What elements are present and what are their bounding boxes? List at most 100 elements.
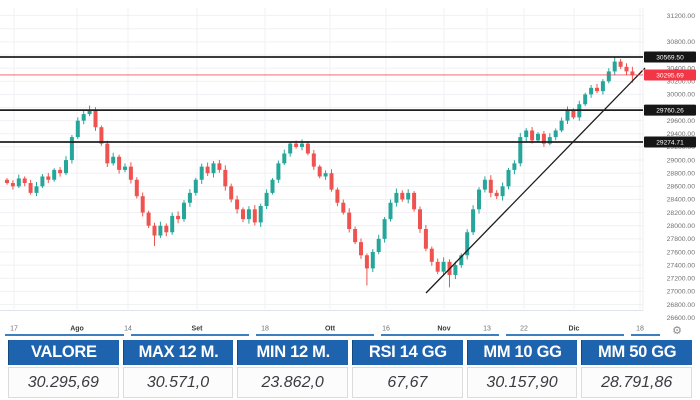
price-axis-label: 29000.00	[667, 157, 696, 164]
candle-body	[294, 143, 299, 147]
stat-column-rsi: RSI 14 GG 67,67	[352, 340, 463, 398]
candle-body	[99, 127, 104, 144]
price-level-tag-label: 29760.26	[656, 108, 684, 115]
candle-body	[182, 202, 186, 220]
stat-header: MM 10 GG	[466, 340, 578, 365]
time-axis-label: 18	[261, 326, 269, 333]
candle-body	[193, 179, 198, 193]
candle-body	[500, 186, 505, 197]
candle-body	[140, 196, 145, 213]
candle-body	[152, 225, 157, 236]
candle-body	[406, 192, 411, 200]
candle-body	[353, 228, 358, 243]
candle-body	[305, 143, 310, 154]
candle-body	[164, 225, 169, 233]
candle-body	[323, 173, 328, 177]
price-axis-label: 27000.00	[667, 289, 696, 296]
candle-body	[394, 192, 399, 203]
candle-body	[81, 114, 86, 121]
stat-value: 30.571,0	[122, 367, 234, 398]
candle-body	[524, 130, 529, 138]
candle-body	[241, 209, 245, 220]
price-axis-label: 28000.00	[667, 223, 696, 230]
candle-body	[258, 206, 263, 223]
candle-body	[229, 186, 234, 200]
candle-body	[87, 110, 92, 115]
candle-body	[264, 192, 269, 207]
candle-body	[176, 215, 181, 220]
candle-body	[630, 71, 635, 75]
time-axis-label: 13	[483, 326, 491, 333]
candle-body	[465, 232, 470, 256]
candle-body	[518, 137, 523, 164]
candle-body	[376, 238, 381, 252]
candle-body	[370, 251, 375, 269]
nav-bar-segment[interactable]	[5, 334, 124, 336]
stat-header: MM 50 GG	[581, 340, 693, 365]
price-chart-svg[interactable]: 26600.00 26800.00 27000.00 27200.00 27400.00…	[0, 0, 700, 336]
trendline[interactable]	[425, 67, 646, 294]
candle-body	[282, 153, 287, 164]
price-axis-label: 30400.00	[667, 65, 696, 72]
candle-body	[10, 183, 15, 187]
stat-value: 28.791,86	[581, 367, 693, 398]
time-axis-label: Ago	[70, 326, 84, 333]
last-price-tag	[644, 69, 696, 81]
candle-body	[477, 189, 481, 210]
stat-value: 30.157,90	[466, 367, 578, 398]
candle-body	[471, 209, 476, 233]
stat-column-min12m: MIN 12 M. 23.862,0	[237, 340, 349, 398]
candle-body	[223, 169, 228, 187]
nav-bar-segment[interactable]	[131, 334, 249, 336]
candle-body	[559, 120, 564, 131]
candle-body	[34, 186, 39, 193]
candle-body	[317, 166, 322, 177]
candle-body	[459, 255, 464, 266]
candle-body	[541, 133, 546, 144]
nav-bar-segment[interactable]	[256, 334, 374, 336]
candle-body	[506, 169, 511, 187]
candle-body	[412, 192, 417, 210]
candle-body	[270, 179, 275, 193]
candle-body	[600, 81, 605, 92]
price-axis-label: 30800.00	[667, 39, 696, 46]
candle-body	[482, 179, 487, 190]
candle-body	[341, 202, 346, 213]
candle-body	[199, 166, 204, 180]
nav-bar-segment[interactable]	[381, 334, 499, 336]
stat-value: 23.862,0	[237, 367, 349, 398]
candle-body	[252, 209, 257, 223]
candle-body	[28, 183, 33, 193]
time-axis-label: Ott	[325, 326, 336, 333]
candle-body	[423, 228, 428, 249]
candle-body	[388, 202, 393, 220]
candle-body	[93, 110, 98, 128]
stat-header: VALORE	[8, 340, 119, 365]
candle-body	[429, 248, 434, 262]
price-axis-label: 28800.00	[667, 170, 696, 177]
candle-body	[512, 163, 517, 170]
candle-body	[347, 212, 352, 229]
candle-body	[494, 192, 499, 197]
candle-body	[276, 163, 281, 180]
candle-body	[618, 61, 623, 67]
price-axis-label: 28600.00	[667, 184, 696, 191]
candle-body	[170, 215, 175, 233]
candle-body	[58, 169, 63, 174]
price-axis-label: 27600.00	[667, 249, 696, 256]
price-axis-label: 26800.00	[667, 302, 696, 309]
nav-bar-segment[interactable]	[506, 334, 624, 336]
candle-body	[536, 133, 540, 141]
candle-body	[134, 179, 139, 197]
time-axis-label: Set	[192, 326, 204, 333]
price-axis-label: 30200.00	[667, 79, 696, 86]
candle-body	[246, 209, 251, 220]
candle-body	[22, 178, 27, 184]
price-chart[interactable]: 26600.00 26800.00 27000.00 27200.00 27400.00…	[0, 0, 700, 336]
nav-bar-segment[interactable]	[631, 334, 660, 336]
price-axis-label: 28200.00	[667, 210, 696, 217]
price-level-tag	[644, 51, 696, 63]
candle-body	[530, 130, 535, 141]
gear-icon[interactable]: ⚙	[672, 325, 682, 337]
